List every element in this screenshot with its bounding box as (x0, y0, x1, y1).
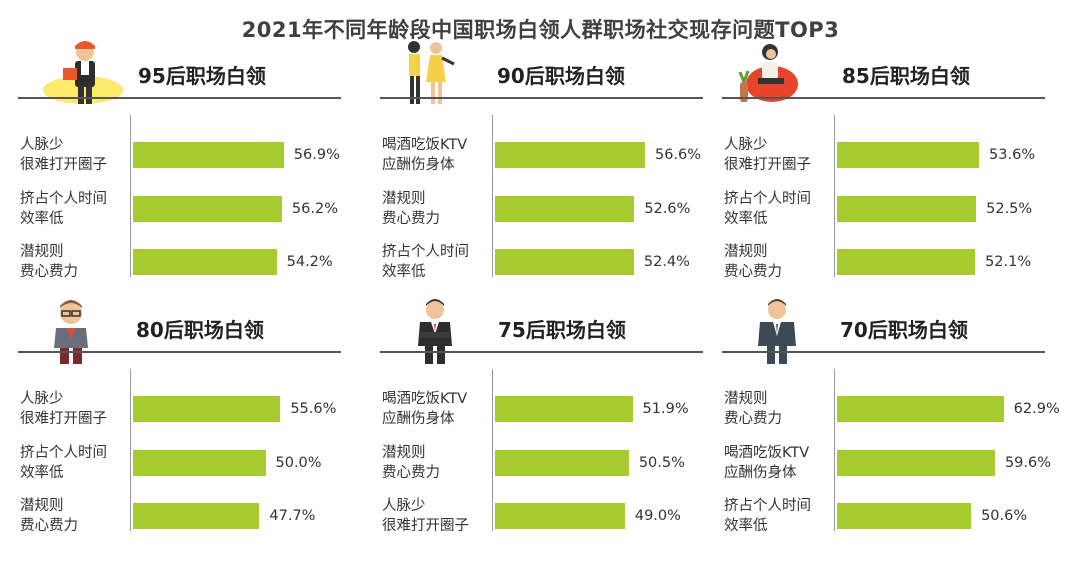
header-rule (18, 351, 341, 353)
bar (837, 142, 980, 168)
data-label: 52.1% (985, 254, 1032, 270)
category-label: 挤占个人时间 效率低 (724, 498, 811, 534)
header-rule (722, 97, 1045, 99)
data-label: 56.9% (293, 147, 340, 163)
businessman-in-suit-icon (742, 298, 812, 368)
data-label: 59.6% (1004, 455, 1052, 471)
bar (495, 142, 645, 168)
category-label: 潜规则 费心费力 (20, 244, 78, 280)
category-label: 挤占个人时间 效率低 (20, 445, 107, 481)
data-label: 50.0% (275, 455, 322, 471)
data-label: 49.0% (634, 508, 681, 524)
data-label: 54.2% (286, 254, 333, 270)
category-label: 潜规则 费心费力 (20, 498, 78, 534)
category-label: 挤占个人时间 效率低 (724, 191, 811, 227)
data-label: 47.7% (269, 508, 316, 524)
bar (133, 249, 277, 275)
panel-70: 70后职场白领潜规则 费心费力 62.9% 喝酒吃饭KTV 应酬伤身体 59.6% 挤占个人… (714, 298, 1060, 548)
category-label: 潜规则 费心费力 (382, 445, 440, 481)
data-label: 51.9% (642, 401, 689, 417)
y-axis-line (834, 369, 835, 531)
panel-75: 75后职场白领喝酒吃饭KTV 应酬伤身体 51.9% 潜规则 费心费力 50.5% 人脉少很… (372, 298, 717, 548)
header-rule (18, 97, 341, 99)
category-label: 挤占个人时间 效率低 (382, 244, 469, 280)
category-label: 喝酒吃饭KTV 应酬伤身体 (382, 137, 468, 173)
bar (495, 196, 635, 222)
bar (133, 450, 266, 476)
bar (133, 196, 282, 222)
header-rule (380, 97, 703, 99)
panel-95: 95后职场白领人脉少 很难打开圈子 56.9% 挤占个人时间 效率低 56.2% 潜规则 费心… (10, 41, 355, 294)
y-axis-line (834, 115, 835, 277)
category-label: 潜规则 费心费力 (724, 244, 782, 280)
bar (837, 196, 977, 222)
category-label: 人脉少 很难打开圈子 (20, 391, 107, 427)
panel-title: 70后职场白领 (840, 318, 968, 342)
bar (495, 396, 633, 422)
panel-title: 85后职场白领 (842, 64, 970, 88)
panel-80: 80后职场白领人脉少 很难打开圈子 55.6% 挤占个人时间 效率低 50.0% 潜规则 费心… (10, 298, 355, 548)
data-label: 50.6% (981, 508, 1028, 524)
data-label: 56.6% (654, 147, 702, 163)
businessman-arms-crossed-icon (400, 298, 470, 368)
category-label: 人脉少 很难打开圈子 (382, 498, 469, 534)
panel-90: 90后职场白领喝酒吃饭KTV 应酬伤身体 56.6% 潜规则 费心费力 52.6% 挤占个人… (372, 41, 717, 294)
header-rule (722, 351, 1045, 353)
bar (495, 249, 634, 275)
category-label: 挤占个人时间 效率低 (20, 191, 107, 227)
man-with-glasses-icon (36, 298, 106, 368)
data-label: 56.2% (291, 201, 338, 217)
category-label: 潜规则 费心费力 (382, 191, 440, 227)
category-label: 潜规则 费心费力 (724, 391, 782, 427)
bar (133, 142, 284, 168)
bar (133, 396, 281, 422)
data-label: 53.6% (989, 147, 1036, 163)
panel-85: 85后职场白领人脉少 很难打开圈子 53.6% 挤占个人时间 效率低 52.5% 潜规则 费心… (714, 44, 1059, 294)
data-label: 52.5% (986, 201, 1033, 217)
panel-title: 95后职场白领 (138, 64, 266, 88)
bar (837, 249, 976, 275)
y-axis-line (130, 115, 131, 277)
header-rule (380, 351, 703, 353)
data-label: 50.5% (638, 455, 685, 471)
bar (837, 450, 995, 476)
bar (495, 503, 625, 529)
category-label: 人脉少 很难打开圈子 (20, 137, 107, 173)
panel-title: 80后职场白领 (136, 318, 264, 342)
category-label: 人脉少 很难打开圈子 (724, 137, 811, 173)
data-label: 62.9% (1013, 401, 1060, 417)
category-label: 喝酒吃饭KTV 应酬伤身体 (724, 445, 810, 481)
panel-title: 75后职场白领 (498, 318, 626, 342)
panel-title: 90后职场白领 (497, 64, 625, 88)
data-label: 52.4% (643, 254, 690, 270)
category-label: 喝酒吃饭KTV 应酬伤身体 (382, 391, 468, 427)
y-axis-line (492, 115, 493, 277)
bar (495, 450, 629, 476)
bar (133, 503, 260, 529)
data-label: 55.6% (290, 401, 337, 417)
y-axis-line (130, 369, 131, 531)
data-label: 52.6% (644, 201, 691, 217)
two-women-walking-icon (392, 38, 462, 110)
y-axis-line (492, 369, 493, 531)
bar (837, 503, 972, 529)
chart-title: 2021年不同年龄段中国职场白领人群职场社交现存问题TOP3 (241, 18, 840, 42)
bar (837, 396, 1004, 422)
